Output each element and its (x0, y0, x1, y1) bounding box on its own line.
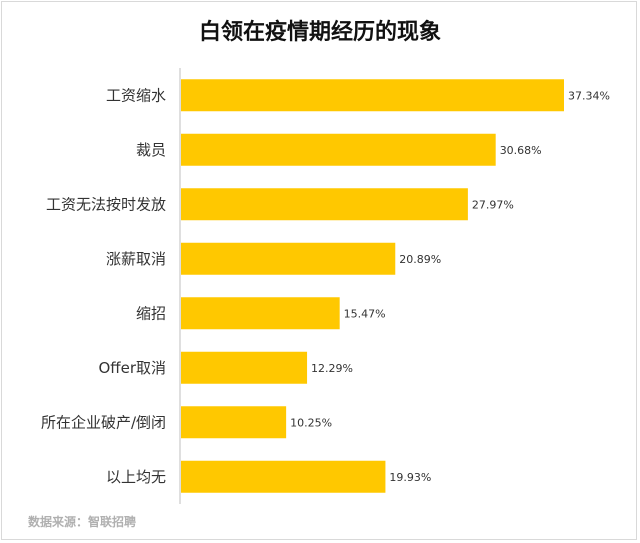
value-label-1: 30.68% (500, 144, 542, 157)
value-label-3: 20.89% (399, 253, 441, 266)
bar-4 (181, 297, 340, 330)
bar-6 (181, 406, 287, 439)
value-label-6: 10.25% (290, 416, 332, 429)
category-label-4: 缩招 (136, 304, 166, 322)
category-label-1: 裁员 (136, 141, 166, 159)
category-label-6: 所在企业破产/倒闭 (41, 413, 166, 431)
value-label-2: 27.97% (472, 198, 514, 211)
bar-0 (181, 79, 564, 112)
value-label-4: 15.47% (344, 307, 386, 320)
category-label-0: 工资缩水 (106, 86, 166, 104)
category-label-5: Offer取消 (98, 359, 166, 377)
category-label-7: 以上均无 (106, 468, 166, 486)
category-label-3: 涨薪取消 (106, 250, 166, 268)
value-label-7: 19.93% (389, 471, 431, 484)
value-label-0: 37.34% (568, 89, 610, 102)
value-label-5: 12.29% (311, 362, 353, 375)
bar-1 (181, 133, 496, 166)
category-label-2: 工资无法按时发放 (46, 195, 166, 213)
bar-5 (181, 351, 308, 384)
chart-title: 白领在疫情期经历的现象 (198, 20, 441, 45)
bar-3 (181, 242, 396, 275)
bars-group: 工资缩水 37.34% 裁员 30.68% 工资无法按时发放 27.97% 涨薪取消 20.8… (41, 79, 610, 493)
bar-7 (181, 460, 386, 493)
bar-2 (181, 188, 468, 221)
data-source-note: 数据来源：智联招聘 (28, 515, 137, 529)
